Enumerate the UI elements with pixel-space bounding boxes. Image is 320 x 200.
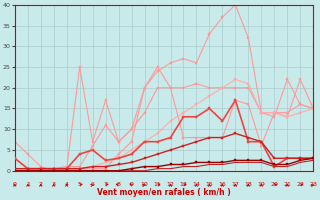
X-axis label: Vent moyen/en rafales ( km/h ): Vent moyen/en rafales ( km/h ) bbox=[97, 188, 231, 197]
